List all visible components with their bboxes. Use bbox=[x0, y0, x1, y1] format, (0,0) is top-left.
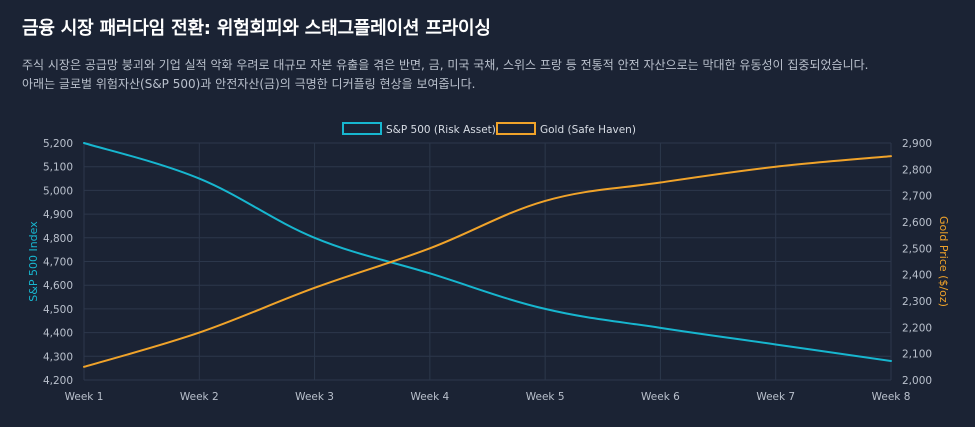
gold-point bbox=[82, 364, 87, 369]
gold-point bbox=[312, 285, 317, 290]
legend-label-sp500: S&P 500 (Risk Asset) bbox=[386, 124, 496, 136]
right-tick-label: 2,400 bbox=[902, 270, 932, 282]
sp500-point bbox=[312, 235, 317, 240]
left-tick-label: 4,900 bbox=[43, 209, 73, 221]
left-tick-label: 4,400 bbox=[43, 328, 73, 340]
legend-swatch-gold bbox=[496, 122, 536, 135]
x-tick-label: Week 6 bbox=[641, 391, 680, 403]
left-tick-label: 4,800 bbox=[43, 233, 73, 245]
sp500-line bbox=[83, 142, 892, 363]
right-tick-label: 2,700 bbox=[902, 191, 932, 203]
gold-point bbox=[427, 246, 432, 251]
x-tick-label: Week 2 bbox=[180, 391, 219, 403]
sp500-point bbox=[889, 359, 894, 364]
chart-grid bbox=[83, 142, 892, 381]
right-tick-label: 2,600 bbox=[902, 217, 932, 229]
x-axis-ticks: Week 1 Week 2 Week 3 Week 4 Week 5 Week 6 Week… bbox=[65, 391, 911, 403]
left-tick-label: 4,300 bbox=[43, 351, 73, 363]
legend-label-gold: Gold (Safe Haven) bbox=[540, 124, 636, 136]
x-tick-label: Week 7 bbox=[756, 391, 795, 403]
legend-swatch-sp500 bbox=[342, 122, 382, 135]
right-tick-label: 2,500 bbox=[902, 243, 932, 255]
sp500-point bbox=[658, 325, 663, 330]
chart-subtitle: 주식 시장은 공급망 붕괴와 기업 실적 악화 우려로 대규모 자본 유출을 겪… bbox=[22, 58, 869, 91]
x-tick-label: Week 8 bbox=[872, 391, 911, 403]
right-tick-label: 2,200 bbox=[902, 322, 932, 334]
x-tick-label: Week 5 bbox=[526, 391, 565, 403]
sp500-point bbox=[427, 271, 432, 276]
gold-point bbox=[658, 180, 663, 185]
right-tick-label: 2,000 bbox=[902, 375, 932, 387]
x-tick-label: Week 4 bbox=[410, 391, 449, 403]
gold-point bbox=[543, 198, 548, 203]
left-tick-label: 5,000 bbox=[43, 185, 73, 197]
sp500-point bbox=[773, 342, 778, 347]
x-tick-label: Week 1 bbox=[65, 391, 104, 403]
left-tick-label: 4,500 bbox=[43, 304, 73, 316]
right-tick-label: 2,800 bbox=[902, 164, 932, 176]
gold-point bbox=[197, 330, 202, 335]
left-tick-label: 4,200 bbox=[43, 375, 73, 387]
gold-line bbox=[83, 155, 892, 368]
gold-point bbox=[773, 164, 778, 169]
right-axis-ticks: 2,000 2,100 2,200 2,300 2,400 2,500 2,600 2,700… bbox=[902, 138, 932, 387]
left-tick-label: 4,600 bbox=[43, 280, 73, 292]
sp500-point bbox=[543, 306, 548, 311]
chart-series bbox=[82, 141, 894, 369]
right-tick-label: 2,300 bbox=[902, 296, 932, 308]
sp500-point bbox=[82, 141, 87, 146]
right-tick-label: 2,900 bbox=[902, 138, 932, 150]
left-axis-title: S&P 500 Index bbox=[27, 221, 40, 302]
sp500-point bbox=[197, 176, 202, 181]
right-axis-title: Gold Price ($/oz) bbox=[937, 216, 950, 307]
x-tick-label: Week 3 bbox=[295, 391, 334, 403]
chart-title: 금융 시장 패러다임 전환: 위험회피와 스태그플레이션 프라이싱 bbox=[22, 18, 491, 39]
left-tick-label: 4,700 bbox=[43, 257, 73, 269]
chart-legend[interactable]: S&P 500 (Risk Asset) Gold (Safe Haven) bbox=[342, 122, 636, 136]
left-tick-label: 5,100 bbox=[43, 162, 73, 174]
gold-point bbox=[889, 154, 894, 159]
right-tick-label: 2,100 bbox=[902, 349, 932, 361]
left-axis-ticks: 4,200 4,300 4,400 4,500 4,600 4,700 4,800 4,900… bbox=[43, 138, 73, 387]
left-tick-label: 5,200 bbox=[43, 138, 73, 150]
